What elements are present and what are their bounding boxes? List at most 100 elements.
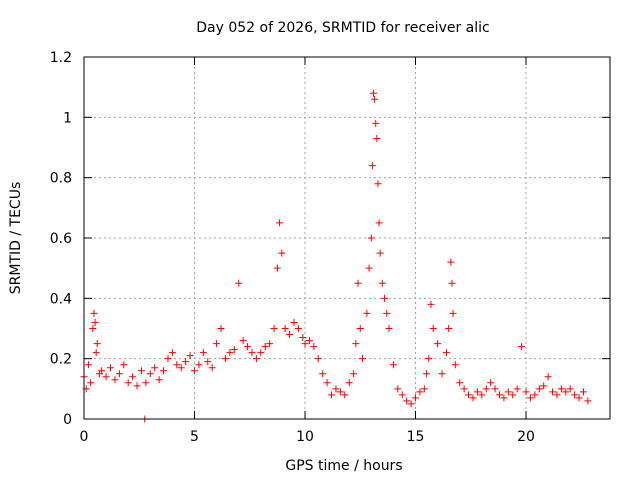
- data-point: [500, 394, 508, 402]
- y-tick-label: 0.2: [50, 352, 72, 368]
- data-point: [89, 325, 97, 332]
- data-point: [239, 337, 247, 345]
- data-point: [575, 394, 583, 402]
- data-point: [186, 352, 194, 360]
- data-point: [423, 370, 431, 378]
- data-point: [358, 355, 366, 363]
- data-point: [107, 364, 115, 372]
- data-point: [323, 379, 331, 387]
- data-point: [164, 355, 172, 363]
- data-point: [434, 340, 442, 348]
- data-point: [491, 385, 499, 393]
- data-point: [442, 349, 450, 357]
- data-point: [394, 385, 402, 393]
- data-points: [80, 89, 592, 423]
- data-point: [429, 325, 437, 332]
- data-point: [363, 309, 371, 317]
- data-point: [449, 309, 457, 317]
- data-point: [368, 162, 376, 170]
- data-point: [540, 382, 548, 390]
- data-point: [90, 309, 98, 317]
- data-point: [365, 264, 373, 272]
- data-point: [495, 391, 503, 399]
- data-point: [345, 379, 353, 387]
- data-point: [266, 340, 274, 348]
- data-point: [98, 367, 106, 375]
- data-point: [571, 391, 579, 399]
- data-point: [398, 391, 406, 399]
- data-point: [111, 376, 119, 384]
- y-axis-label: SRMTID / TECUs: [8, 182, 24, 295]
- data-point: [226, 349, 234, 357]
- data-point: [549, 388, 557, 396]
- data-point: [383, 309, 391, 317]
- data-point: [213, 340, 221, 348]
- data-point: [257, 349, 265, 357]
- x-tick-label: 5: [190, 429, 199, 445]
- data-point: [151, 364, 159, 372]
- data-point: [87, 379, 95, 387]
- data-point: [332, 385, 340, 393]
- data-point: [478, 391, 486, 399]
- y-tick-label: 0.6: [50, 231, 72, 247]
- x-tick-label: 10: [296, 429, 314, 445]
- data-point: [373, 134, 381, 142]
- data-point: [367, 234, 375, 242]
- chart-title: Day 052 of 2026, SRMTID for receiver ali…: [196, 20, 489, 36]
- data-point: [133, 382, 141, 390]
- data-point: [160, 367, 168, 375]
- data-point: [381, 294, 389, 302]
- y-tick-label: 1.2: [50, 50, 72, 66]
- data-point: [557, 385, 565, 393]
- data-point: [273, 264, 281, 272]
- data-point: [252, 355, 260, 363]
- data-point: [248, 349, 256, 357]
- data-point: [208, 364, 216, 372]
- data-point: [375, 219, 383, 227]
- data-point: [276, 219, 284, 227]
- data-point: [168, 349, 176, 357]
- data-point: [385, 325, 393, 332]
- data-point: [584, 397, 592, 405]
- data-point: [482, 385, 490, 393]
- data-point: [416, 388, 424, 396]
- data-point: [294, 325, 302, 332]
- data-point: [142, 379, 150, 387]
- data-point: [230, 346, 238, 354]
- data-point: [91, 318, 99, 326]
- data-point: [372, 119, 380, 127]
- data-point: [93, 340, 101, 348]
- data-point: [447, 258, 455, 266]
- data-point: [124, 379, 132, 387]
- grid-lines: [84, 57, 610, 419]
- data-point: [235, 279, 243, 287]
- data-point: [92, 349, 100, 357]
- data-point: [221, 355, 229, 363]
- data-point: [526, 394, 534, 402]
- data-point: [553, 391, 561, 399]
- data-point: [544, 373, 552, 381]
- data-point: [244, 343, 252, 351]
- data-point: [310, 343, 318, 351]
- data-point: [438, 370, 446, 378]
- y-tick-label: 0: [63, 412, 72, 428]
- data-point: [328, 391, 336, 399]
- data-point: [562, 388, 570, 396]
- data-point: [217, 325, 225, 332]
- data-point: [290, 318, 298, 326]
- data-point: [319, 370, 327, 378]
- data-point: [199, 349, 207, 357]
- axis-ticks: 0 0.2 0.4 0.6 0.8 1 1.2 0 5 10 15 20: [50, 50, 610, 445]
- data-point: [487, 379, 495, 387]
- data-point: [469, 394, 477, 402]
- data-point: [336, 388, 344, 396]
- y-tick-label: 0.8: [50, 171, 72, 187]
- data-point: [448, 279, 456, 287]
- data-point: [509, 391, 517, 399]
- y-tick-label: 1: [63, 110, 72, 126]
- data-point: [261, 343, 269, 351]
- data-point: [120, 361, 128, 369]
- data-point: [204, 358, 212, 366]
- data-point: [270, 325, 278, 332]
